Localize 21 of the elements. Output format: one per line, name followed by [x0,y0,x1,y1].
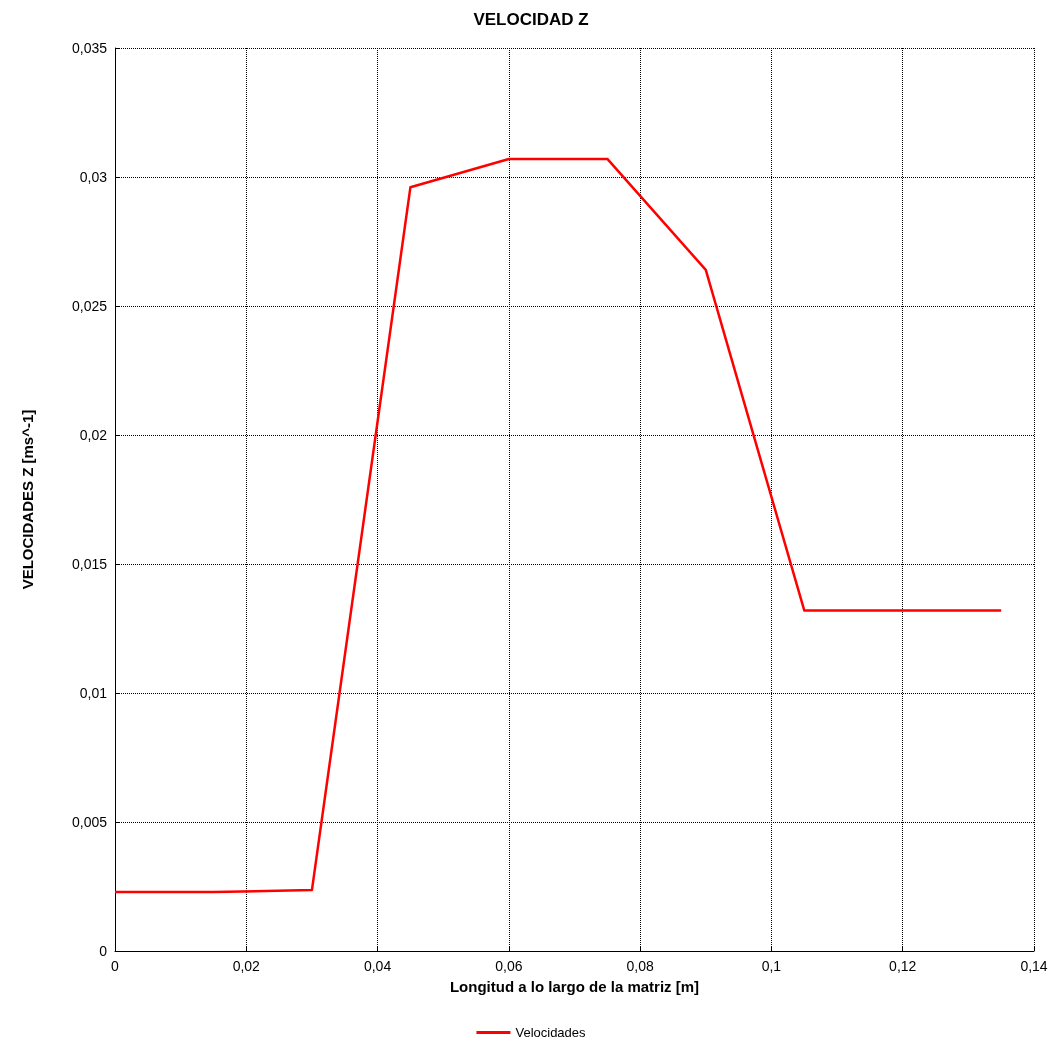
x-axis-title: Longitud a lo largo de la matriz [m] [449,978,700,995]
y-tick-label: 0,015 [71,556,108,572]
chart-title: VELOCIDAD Z [473,10,589,29]
y-tick-label: 0,03 [79,169,108,185]
y-tick-label: 0,005 [71,814,108,830]
x-tick-label: 0,1 [761,958,782,974]
y-axis-title: VELOCIDADES Z [ms^-1] [19,409,36,590]
y-tick-label: 0,035 [71,40,108,56]
y-tick-label: 0,025 [71,298,108,314]
line-series [113,157,1003,894]
x-tick-label: 0,02 [232,958,261,974]
x-tick-label: 0,04 [363,958,392,974]
x-tick-label: 0,14 [1020,958,1048,974]
x-tick-label: 0,12 [889,958,917,974]
x-tick-label: 0,06 [495,958,523,974]
y-tick-label: 0 [99,943,108,959]
y-tick-label: 0,02 [79,427,108,443]
y-tick-label: 0,01 [79,685,108,701]
x-tick-label: 0 [111,958,120,974]
legend-label: Velocidades [515,1025,587,1040]
x-tick-label: 0,08 [626,958,654,974]
